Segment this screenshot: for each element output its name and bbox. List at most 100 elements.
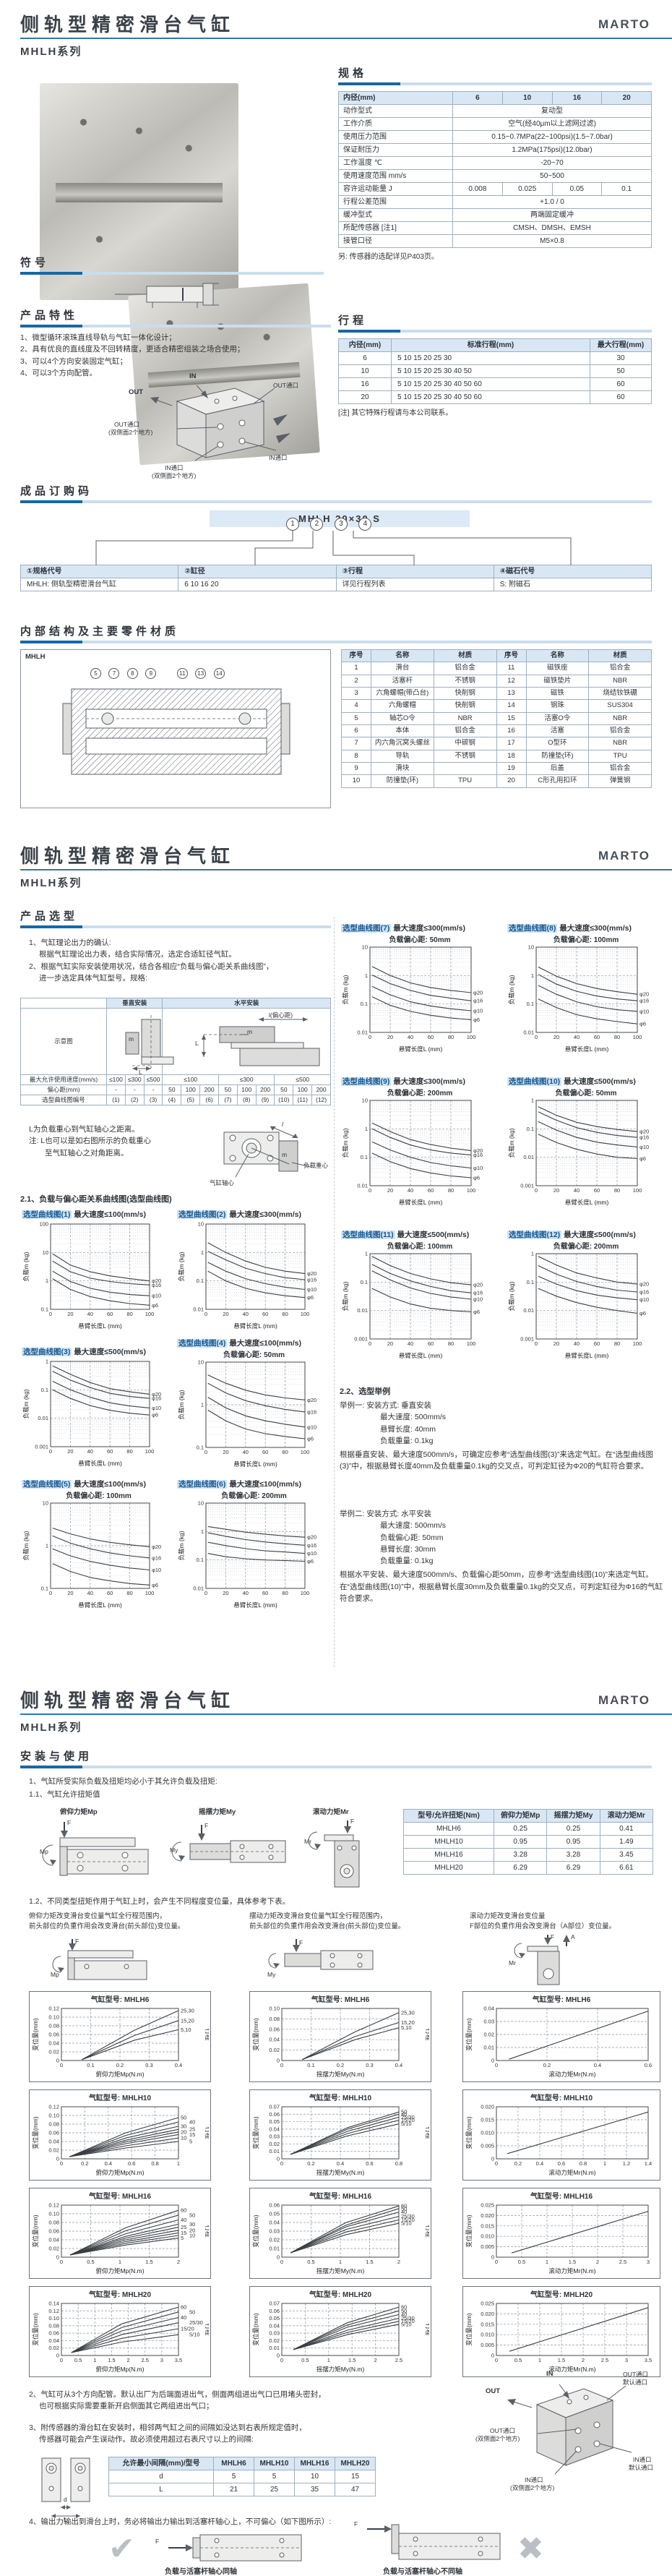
svg-text:0: 0 [535, 1034, 538, 1040]
svg-text:悬臂长度L (mm): 悬臂长度L (mm) [78, 1601, 122, 1609]
force-label: F [204, 1822, 209, 1829]
svg-text:0.5: 0.5 [301, 2357, 309, 2363]
svg-text:0: 0 [491, 2353, 494, 2359]
svg-text:25: 25 [181, 2224, 186, 2230]
svg-text:φ6: φ6 [152, 1582, 158, 1588]
chart-subtitle2: 负载偏心距: 50mm [389, 936, 451, 944]
svg-text:0.1: 0.1 [361, 1279, 368, 1285]
example-body: 根据水平安装、最大速度500mm/s、负载偏心距50mm，应参考“选型曲线图(1… [340, 1570, 663, 1603]
svg-text:20: 20 [387, 1340, 393, 1347]
svg-text:0: 0 [369, 1187, 371, 1194]
svg-text:0.04: 0.04 [48, 2139, 59, 2145]
chart-subtitle: 最大速度≤300(mm/s) [229, 1210, 301, 1219]
svg-text:φ10: φ10 [307, 1550, 316, 1557]
svg-text:φ20: φ20 [307, 1534, 316, 1541]
svg-text:变位量(mm): 变位量(mm) [465, 2116, 473, 2149]
svg-text:负载m (kg): 负载m (kg) [178, 1531, 185, 1560]
length-label: L [195, 1040, 199, 1047]
header-rule [20, 38, 672, 39]
svg-text:25/30: 25/30 [401, 2315, 415, 2322]
svg-text:0: 0 [495, 2062, 498, 2068]
svg-text:0.4: 0.4 [105, 2160, 112, 2167]
svg-text:0.08: 0.08 [48, 2322, 59, 2329]
selection-chart-5: 选型曲线图(5) 最大速度≤100(mm/s) 负载偏心距: 100mm 0 20… [22, 1479, 176, 1612]
stroke-heading-bar [338, 330, 652, 333]
selection-chart-2: 选型曲线图(2) 最大速度≤300(mm/s) 0 20 40 60 80 100 0.01… [177, 1209, 331, 1333]
svg-text:80: 80 [126, 1448, 132, 1455]
chart-title: 气缸型号: MHLH20 [88, 2291, 152, 2299]
svg-text:φ20: φ20 [307, 1397, 316, 1403]
roll-moment-diagram: 滚动力矩Mr F Mr [300, 1806, 394, 1890]
svg-text:100: 100 [145, 1311, 155, 1317]
svg-text:1: 1 [46, 1278, 48, 1284]
svg-text:15: 15 [189, 2131, 195, 2138]
svg-text:0.01: 0.01 [269, 2148, 280, 2154]
svg-text:0.04: 0.04 [269, 2220, 280, 2226]
svg-text:10: 10 [181, 2135, 186, 2141]
svg-text:0.1: 0.1 [307, 2062, 314, 2068]
svg-text:负载m (kg): 负载m (kg) [178, 1390, 185, 1419]
svg-text:60: 60 [428, 1187, 434, 1194]
chart-title: 选型曲线图(10) [507, 1077, 562, 1086]
catalog-page-1: 侧轨型精密滑台气缸 MARTO MHLH系列 规格 内径(mm) 6 10 16 20 动… [0, 0, 672, 831]
stroke-section: 行程 内径(mm) 标准行程(mm) 最大行程(mm) 6 5 10 15 20 25 … [338, 312, 652, 419]
svg-text:φ16: φ16 [639, 998, 649, 1004]
mr-label: Mr [509, 1959, 516, 1967]
selection-heading-bar [20, 925, 331, 928]
svg-text:2: 2 [177, 2259, 180, 2265]
in-port-label: IN通口 [269, 454, 288, 461]
svg-text:20: 20 [67, 1590, 73, 1596]
order-digit-1: 1 [286, 518, 299, 531]
series-name: MHLH系列 [20, 1721, 82, 1734]
svg-text:φ10: φ10 [639, 1008, 649, 1014]
feature-item: 4、可以3个方向配管。 [20, 368, 98, 377]
svg-text:0: 0 [277, 2156, 280, 2162]
out-default-label: OUT通口 [623, 2371, 648, 2378]
svg-text:5/10: 5/10 [401, 2220, 412, 2227]
svg-text:1.5: 1.5 [108, 2357, 115, 2363]
selection-chart-10: 选型曲线图(10) 最大速度≤500(mm/s) 负载偏心距: 50mm 0 20… [507, 1076, 665, 1210]
svg-text:60: 60 [428, 1340, 434, 1347]
svg-text:0: 0 [535, 1187, 538, 1194]
svg-text:1.5: 1.5 [558, 2357, 565, 2363]
item-line: 传感器可能会产生误动作。故必须使用超过右表尺寸以上的间隔: [39, 2435, 254, 2444]
svg-text:φ20: φ20 [473, 1282, 483, 1288]
example-line: 悬臂长度: 30mm [380, 1544, 436, 1554]
svg-text:1: 1 [177, 2160, 180, 2167]
catalog-page-2: 侧轨型精密滑台气缸 MARTO MHLH系列 产品选型 1、气缸理论出力的确认:… [0, 831, 672, 1676]
out-port-label: OUT通口 [273, 382, 298, 389]
svg-text:80: 80 [126, 1590, 132, 1596]
svg-text:0: 0 [60, 2259, 63, 2265]
svg-text:0.12: 0.12 [48, 2202, 59, 2209]
chart-title: 选型曲线图(5) [22, 1480, 72, 1489]
internal-heading: 内部结构及主要零件材质 [20, 625, 180, 638]
svg-text:0.4: 0.4 [395, 2062, 402, 2068]
coaxial-ok: ✔ [108, 2530, 135, 2567]
yaw-moment-label: 摇摆力矩My [199, 1808, 236, 1816]
svg-text:1: 1 [201, 1402, 204, 1408]
svg-text:40: 40 [408, 1340, 413, 1347]
svg-text:负载m (kg): 负载m (kg) [178, 1251, 185, 1281]
svg-text:1: 1 [531, 1097, 534, 1104]
svg-text:变位量(mm): 变位量(mm) [32, 2215, 39, 2247]
disp-chart-mp-mhlh6: 气缸型号: MHLH6 0 0.1 0.2 0.3 0.4 0 0.02 0.04 0.06 0.0… [29, 1991, 212, 2082]
disp-chart-mp-mhlh16: 气缸型号: MHLH16 0 0.5 1 1.5 2 0 0.02 0.04 0.06 0.08 0.… [29, 2188, 212, 2279]
svg-text:悬臂长度L (mm): 悬臂长度L (mm) [233, 1322, 277, 1330]
svg-text:悬臂长度L (mm): 悬臂长度L (mm) [78, 1322, 122, 1330]
svg-text:φ6: φ6 [307, 1558, 314, 1565]
check-icon: ✔ [108, 2531, 135, 2567]
roll-disp-desc: 滚动力矩改变滑台变位量 F部位的负重作用会改变滑台（A部位）变位量。 [470, 1912, 658, 1933]
example-line: 悬臂长度: 40mm [380, 1424, 436, 1434]
svg-text:0: 0 [49, 1448, 52, 1455]
svg-text:2: 2 [582, 2357, 585, 2363]
chart-subtitle: 最大速度≤300(mm/s) [393, 924, 465, 933]
svg-text:0.01: 0.01 [523, 1030, 534, 1036]
chart-subtitle: 最大速度≤500(mm/s) [564, 1077, 636, 1086]
order-heading-bar [20, 500, 652, 503]
svg-text:80: 80 [448, 1034, 454, 1040]
svg-text:φ6: φ6 [307, 1435, 314, 1442]
svg-text:1: 1 [531, 1251, 534, 1257]
svg-text:40: 40 [87, 1448, 93, 1455]
port-diagram-drawing [507, 2384, 632, 2475]
svg-text:40: 40 [401, 2111, 407, 2118]
